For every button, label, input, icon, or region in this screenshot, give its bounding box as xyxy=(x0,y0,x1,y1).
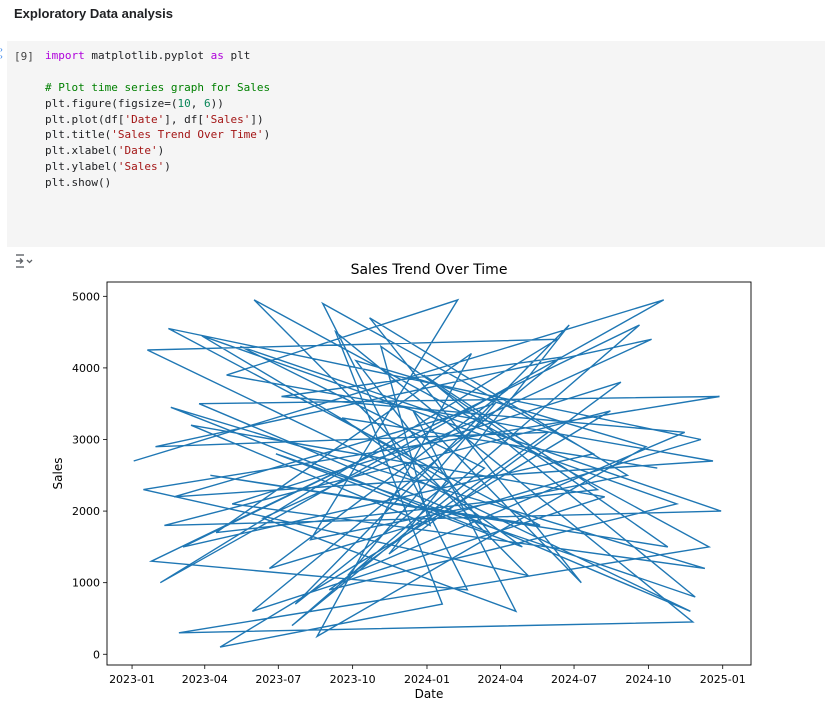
y-tick-label: 5000 xyxy=(72,290,100,303)
sales-series-line xyxy=(133,298,722,648)
code-line: # Plot time series graph for Sales xyxy=(45,80,271,94)
x-axis: 2023-01 2023-04 2023-07 2023-10 2024-01 2024-… xyxy=(109,665,746,686)
code-line: plt.figure(figsize=(10, 6)) xyxy=(45,96,224,110)
section-heading: Exploratory Data analysis xyxy=(14,6,173,21)
code-line xyxy=(45,64,270,80)
y-tick-label: 1000 xyxy=(72,577,100,590)
code-line: plt.plot(df['Date'], df['Sales']) xyxy=(45,112,264,126)
x-tick-label: 2024-04 xyxy=(478,673,524,686)
code-line: plt.title('Sales Trend Over Time') xyxy=(45,128,271,142)
code-line: plt.xlabel('Date') xyxy=(45,144,165,158)
code-line: plt.show() xyxy=(45,176,112,190)
x-tick-label: 2023-10 xyxy=(330,673,376,686)
x-axis-label: Date xyxy=(415,687,444,701)
sales-line-chart: Sales Trend Over Time 0 1000 2000 3000 4000 5… xyxy=(51,262,752,701)
chart-title: Sales Trend Over Time xyxy=(351,262,508,278)
code-line: import matplotlib.pyplot as plt xyxy=(45,49,251,62)
code-editor[interactable]: import matplotlib.pyplot as plt # Plot ti… xyxy=(45,48,270,191)
x-tick-label: 2024-01 xyxy=(404,673,450,686)
code-line: plt.ylabel('Sales') xyxy=(45,160,171,174)
y-axis-label: Sales xyxy=(51,458,65,490)
cell-collapse-handle[interactable]: › › xyxy=(0,45,3,61)
code-cell[interactable] xyxy=(7,41,825,247)
output-toggle-icon[interactable] xyxy=(14,253,34,269)
y-axis: 0 1000 2000 3000 4000 5000 xyxy=(72,290,107,661)
y-tick-label: 2000 xyxy=(72,505,100,518)
execution-count: [9] xyxy=(14,50,34,63)
x-tick-label: 2025-01 xyxy=(700,673,746,686)
y-tick-label: 0 xyxy=(93,648,100,661)
x-tick-label: 2023-07 xyxy=(255,673,301,686)
x-tick-label: 2023-04 xyxy=(182,673,228,686)
x-tick-label: 2023-01 xyxy=(109,673,155,686)
x-tick-label: 2024-07 xyxy=(551,673,597,686)
plot-area xyxy=(106,281,752,666)
y-tick-label: 4000 xyxy=(72,362,100,375)
y-tick-label: 3000 xyxy=(72,433,100,446)
x-tick-label: 2024-10 xyxy=(625,673,671,686)
